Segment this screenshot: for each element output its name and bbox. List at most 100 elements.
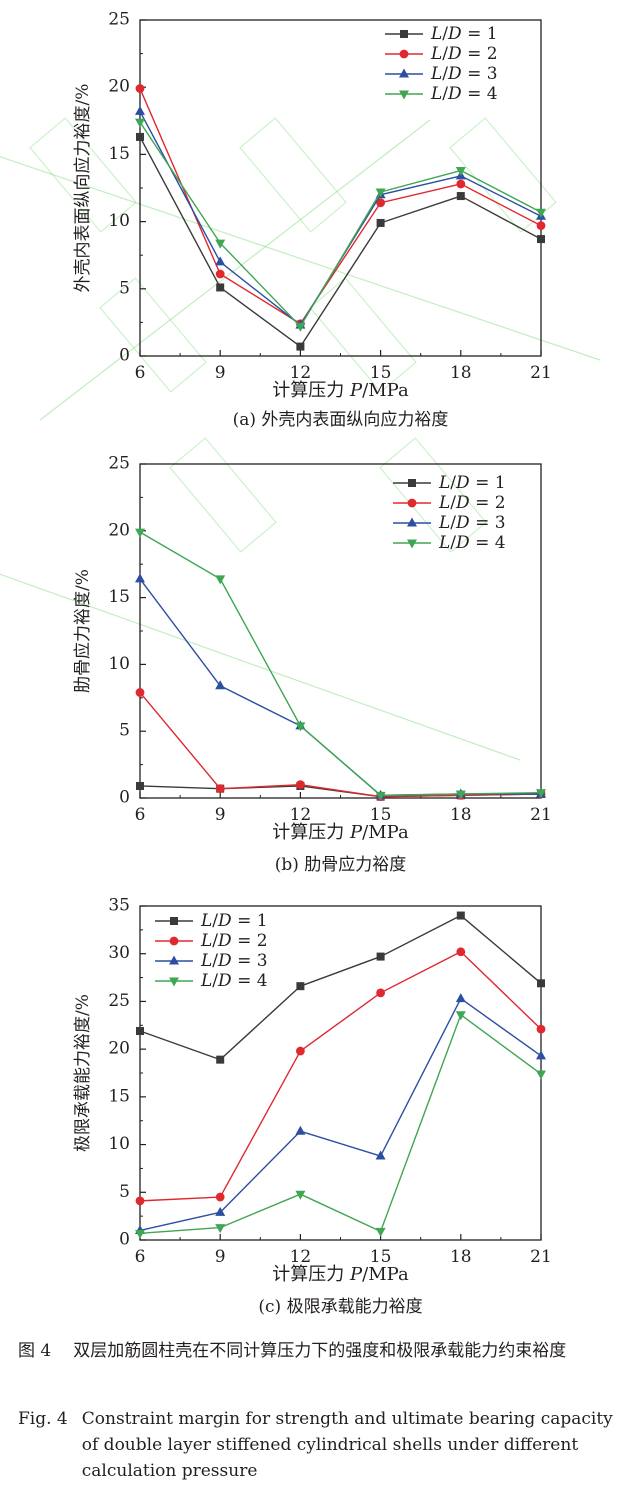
legend-label: L/D = 2 <box>438 493 506 513</box>
y-tick-label: 10 <box>108 211 130 231</box>
caption-en-text: Constraint margin for strength and ultim… <box>81 1409 613 1481</box>
x-tick-label: 21 <box>530 805 552 825</box>
legend: L/D = 1L/D = 2L/D = 3L/D = 4 <box>385 24 498 104</box>
x-axis-label: 计算压力 P/MPa <box>272 822 409 843</box>
y-tick-label: 25 <box>108 991 130 1011</box>
data-point <box>456 911 465 920</box>
series-4 <box>135 1011 546 1239</box>
y-tick-label: 15 <box>108 144 130 164</box>
series-2 <box>135 688 546 802</box>
y-tick-label: 20 <box>108 1039 130 1059</box>
data-point <box>135 105 145 115</box>
y-tick-label: 15 <box>108 587 130 607</box>
series-1 <box>136 911 545 1064</box>
data-point <box>536 789 546 799</box>
watermark <box>0 117 601 761</box>
y-axis-label: 外壳内表面纵向应力裕度/% <box>73 84 93 293</box>
data-point <box>536 221 546 231</box>
legend-marker <box>169 977 179 987</box>
x-tick-label: 9 <box>215 363 226 383</box>
y-tick-label: 5 <box>119 278 130 298</box>
x-tick-label: 15 <box>370 363 392 383</box>
chart-panels: 0 5 10 15 20 25 6 9 12 15 18 21 计算压力 P/MPa 外壳内表面纵向应力裕… <box>73 10 552 1318</box>
data-point <box>296 1046 305 1056</box>
legend: L/D = 1L/D = 2L/D = 3L/D = 4 <box>393 473 506 553</box>
legend-label: L/D = 3 <box>200 951 268 971</box>
data-point <box>455 167 466 177</box>
series-line <box>139 1014 542 1235</box>
data-point <box>135 1229 145 1239</box>
x-axis-label: 计算压力 P/MPa <box>272 380 409 401</box>
watermark-stroke <box>99 277 207 393</box>
x-tick-label: 9 <box>215 805 226 825</box>
x-tick-label: 21 <box>530 1247 552 1267</box>
data-point <box>136 1027 144 1036</box>
legend-marker <box>169 936 179 946</box>
series-line <box>139 578 541 797</box>
x-tick-label: 18 <box>450 805 472 825</box>
x-tick-label: 15 <box>370 805 392 825</box>
x-tick-label: 6 <box>135 1247 146 1267</box>
legend-marker <box>407 498 417 508</box>
data-point <box>216 283 225 292</box>
data-point <box>376 988 385 998</box>
x-tick-label: 18 <box>450 1247 472 1267</box>
data-point <box>455 993 466 1003</box>
watermark-stroke <box>239 117 347 233</box>
watermark-stroke <box>169 437 277 553</box>
y-tick-label: 0 <box>119 346 130 366</box>
y-tick-label: 25 <box>108 454 130 474</box>
y-tick-label: 5 <box>119 721 130 741</box>
x-tick-label: 18 <box>450 363 472 383</box>
x-tick-label: 6 <box>135 363 146 383</box>
data-point <box>215 1206 226 1216</box>
data-point <box>376 218 385 227</box>
data-point <box>376 198 385 208</box>
data-point <box>375 791 386 801</box>
chart-panel-c: 0 5 10 15 20 25 30 35 6 9 12 15 18 21 计算压力 P/MPa 极限承载能力… <box>73 896 552 1318</box>
data-point <box>135 84 145 93</box>
data-point <box>295 1190 306 1200</box>
series-4 <box>135 118 546 332</box>
data-point <box>215 1192 225 1202</box>
y-tick-label: 20 <box>108 520 130 540</box>
chart-panel-a: 0 5 10 15 20 25 6 9 12 15 18 21 计算压力 P/MPa 外壳内表面纵向应力裕… <box>73 10 552 431</box>
watermark-stroke <box>379 437 487 553</box>
series-2 <box>135 84 546 329</box>
watermark-stroke <box>0 156 601 361</box>
legend-label: L/D = 3 <box>430 64 498 84</box>
data-point <box>135 688 145 697</box>
data-point <box>215 239 226 249</box>
y-axis-label: 肋骨应力裕度/% <box>73 569 93 693</box>
data-point <box>215 269 225 279</box>
data-point <box>135 118 145 128</box>
legend-label: L/D = 4 <box>438 533 506 553</box>
data-point <box>295 722 306 732</box>
legend-label: L/D = 4 <box>200 971 268 991</box>
caption-cn-text: 双层加筋圆柱壳在不同计算压力下的强度和极限承载能力约束裕度 <box>73 1341 567 1361</box>
data-point <box>456 192 465 201</box>
data-point <box>296 342 305 351</box>
series-3 <box>135 573 546 799</box>
data-point <box>456 179 466 189</box>
legend-label: L/D = 3 <box>438 513 506 533</box>
data-point <box>536 1050 546 1060</box>
series-4 <box>135 528 546 801</box>
series-line <box>139 531 542 797</box>
chart-panel-b: 0 5 10 15 20 25 6 9 12 15 18 21 计算压力 P/MPa 肋骨应力裕度/% (b… <box>73 454 552 876</box>
data-point <box>296 982 305 991</box>
legend-marker <box>399 49 409 59</box>
data-point <box>296 780 305 790</box>
legend-marker <box>408 479 416 487</box>
data-point <box>215 784 225 794</box>
series-1 <box>136 132 545 351</box>
y-tick-label: 30 <box>108 943 130 963</box>
data-point <box>536 1070 546 1080</box>
y-tick-label: 10 <box>108 654 130 674</box>
series-line <box>139 997 542 1232</box>
series-line <box>139 121 542 328</box>
x-tick-label: 12 <box>290 363 312 383</box>
x-tick-label: 9 <box>215 1247 226 1267</box>
x-tick-label: 12 <box>290 805 312 825</box>
legend-marker <box>169 955 179 965</box>
